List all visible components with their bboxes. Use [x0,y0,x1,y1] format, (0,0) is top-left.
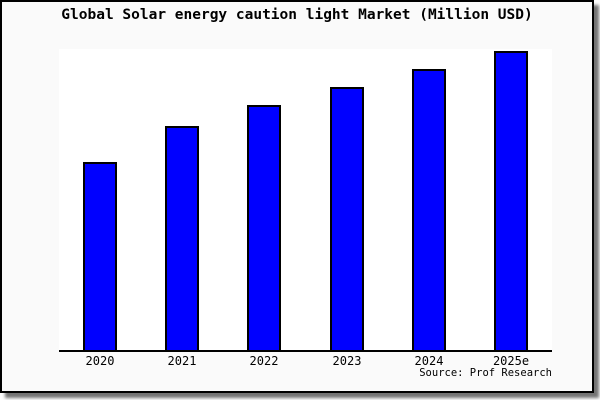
chart-frame: Global Solar energy caution light Market… [0,0,594,393]
x-axis-line [59,350,552,352]
bar-2024 [412,69,446,351]
plot-area [59,49,552,352]
x-tick-label-2025e: 2025e [492,354,530,368]
x-tick-label-2020: 2020 [85,354,115,368]
x-tick-label-2021: 2021 [167,354,197,368]
x-tick-label-2023: 2023 [332,354,362,368]
x-tick-label-2022: 2022 [249,354,279,368]
bar-2025e [494,51,528,351]
source-credit: Source: Prof Research [419,367,552,379]
bar-2021 [165,126,199,351]
bar-2020 [83,162,117,351]
bar-2023 [330,87,364,351]
bar-2022 [247,105,281,351]
x-tick-label-2024: 2024 [414,354,444,368]
chart-title: Global Solar energy caution light Market… [61,7,533,23]
